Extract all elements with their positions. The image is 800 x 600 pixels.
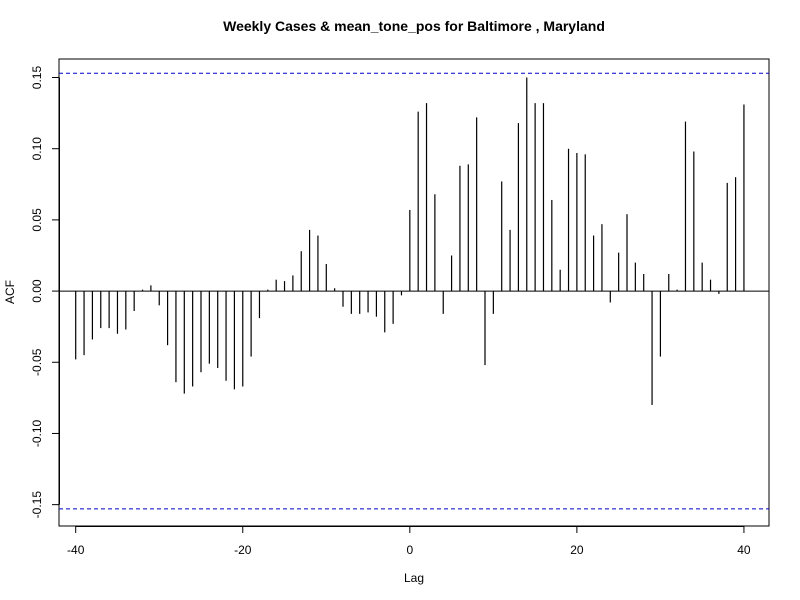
y-tick-label: -0.05 bbox=[30, 348, 44, 376]
x-axis-label: Lag bbox=[404, 571, 424, 585]
y-tick-label: 0.10 bbox=[30, 137, 44, 161]
y-tick-label: 0.00 bbox=[30, 279, 44, 303]
y-tick-label: 0.05 bbox=[30, 208, 44, 232]
y-axis-label: ACF bbox=[3, 280, 17, 304]
y-axis: -0.15 -0.10 -0.05 0.00 0.05 0.10 0.15 bbox=[30, 66, 60, 519]
plot-frame bbox=[58, 58, 770, 527]
x-tick-label: 0 bbox=[406, 543, 413, 557]
confidence-bounds bbox=[59, 72, 769, 510]
y-tick-label: -0.15 bbox=[30, 491, 44, 519]
x-tick-label: 20 bbox=[570, 543, 584, 557]
x-tick-label: 40 bbox=[737, 543, 751, 557]
y-tick-label: 0.15 bbox=[30, 66, 44, 90]
chart-title: Weekly Cases & mean_tone_pos for Baltimo… bbox=[223, 18, 605, 34]
x-tick-label: -40 bbox=[67, 543, 85, 557]
x-axis: -40 -20 0 20 40 bbox=[67, 526, 751, 557]
acf-bars bbox=[75, 77, 745, 405]
x-tick-label: -20 bbox=[234, 543, 252, 557]
y-tick-label: -0.10 bbox=[30, 419, 44, 447]
